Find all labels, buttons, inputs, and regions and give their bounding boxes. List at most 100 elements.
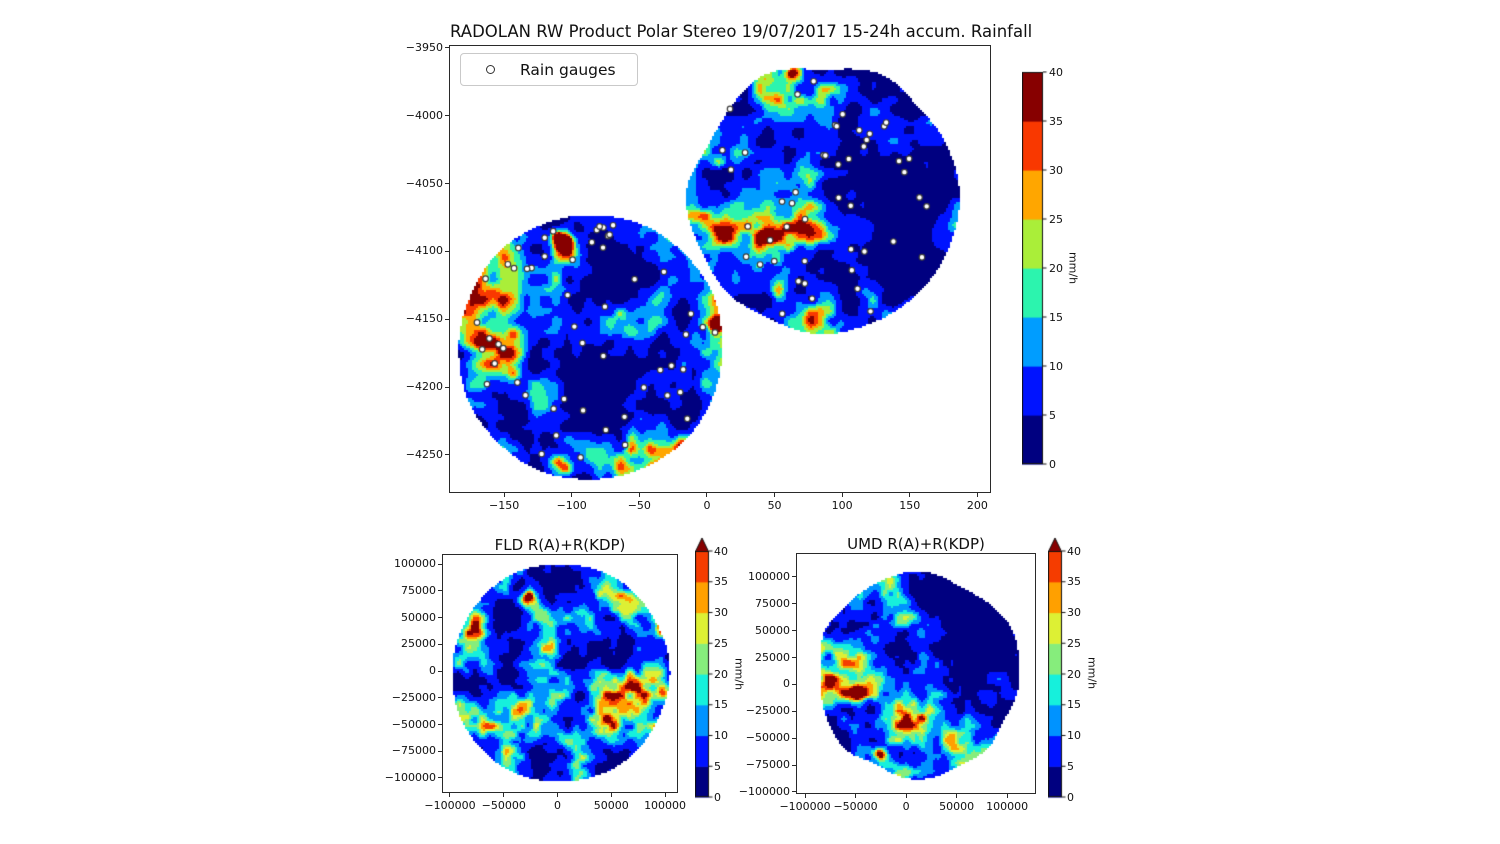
x-tick-label: 150 <box>899 499 921 512</box>
y-tick-label: 75000 <box>401 583 436 597</box>
y-tick-mark <box>792 630 796 632</box>
umd-radar-field-canvas <box>797 554 1035 793</box>
colorbar-tick-label: 10 <box>1049 359 1063 373</box>
y-tick-mark <box>438 777 442 779</box>
radar-field-canvas <box>450 46 990 492</box>
colorbar-tick-label: 10 <box>1067 729 1081 742</box>
y-tick-label: −25000 <box>391 690 436 704</box>
x-tick-label: 0 <box>902 800 910 813</box>
y-tick-mark <box>438 563 442 565</box>
x-tick-mark <box>774 493 776 497</box>
y-tick-label: −4050 <box>405 176 443 190</box>
y-tick-label: 25000 <box>755 650 790 664</box>
y-tick-mark <box>792 683 796 685</box>
y-tick-mark <box>445 183 449 185</box>
x-tick-label: −50000 <box>833 800 878 813</box>
colorbar-tick-label: 25 <box>714 636 728 650</box>
colorbar-tick-label: 40 <box>1067 544 1081 558</box>
x-tick-mark <box>503 493 505 497</box>
y-tick-mark <box>438 643 442 645</box>
x-tick-mark <box>449 793 451 797</box>
main-colorbar-unit: mm/h <box>1066 251 1080 285</box>
x-tick-mark <box>664 793 666 797</box>
y-tick-mark <box>792 737 796 739</box>
y-tick-mark <box>792 603 796 605</box>
y-tick-label: 100000 <box>748 569 790 583</box>
umd-axes <box>796 553 1036 794</box>
y-tick-label: −50000 <box>391 717 436 731</box>
y-tick-mark <box>445 115 449 117</box>
y-tick-label: −25000 <box>745 704 790 718</box>
y-tick-mark <box>438 590 442 592</box>
x-tick-label: 0 <box>703 499 711 512</box>
colorbar-tick-label: 5 <box>1049 408 1056 422</box>
y-tick-label: 50000 <box>755 623 790 637</box>
y-tick-label: −50000 <box>745 731 790 745</box>
colorbar-tick-label: 20 <box>1067 667 1081 681</box>
colorbar-tick-label: 15 <box>1049 310 1063 324</box>
x-tick-mark <box>503 793 505 797</box>
x-tick-label: 100000 <box>986 800 1029 813</box>
x-tick-label: −100 <box>556 499 587 512</box>
y-tick-label: 0 <box>783 677 790 691</box>
colorbar-tick-label: 35 <box>714 575 728 589</box>
colorbar-tick-label: 35 <box>1067 575 1081 589</box>
y-tick-mark <box>792 710 796 712</box>
x-tick-mark <box>1006 794 1008 798</box>
colorbar-tick-label: 5 <box>1067 759 1074 773</box>
y-tick-mark <box>792 791 796 793</box>
colorbar-tick-label: 0 <box>714 790 721 804</box>
umd-colorbar-unit: mm/h <box>1085 656 1099 690</box>
y-tick-mark <box>438 750 442 752</box>
colorbar-tick-label: 0 <box>1049 457 1056 471</box>
fld-radar-field-canvas <box>443 555 677 792</box>
y-tick-label: −75000 <box>391 744 436 758</box>
x-tick-mark <box>804 794 806 798</box>
colorbar-tick-label: 15 <box>714 698 728 712</box>
main-axes: Rain gauges <box>449 45 991 493</box>
legend-label: Rain gauges <box>520 60 616 79</box>
colorbar-tick-label: 25 <box>1049 212 1063 226</box>
colorbar-tick-label: 30 <box>714 606 728 619</box>
fld-chart-title: FLD R(A)+R(KDP) <box>494 536 626 554</box>
main-colorbar <box>1022 71 1049 466</box>
x-tick-label: 50 <box>767 499 782 512</box>
colorbar-tick-label: 40 <box>714 544 728 558</box>
y-tick-mark <box>445 454 449 456</box>
colorbar-tick-label: 30 <box>1067 606 1081 619</box>
x-tick-mark <box>905 794 907 798</box>
y-tick-label: −3950 <box>405 40 443 54</box>
y-tick-mark <box>445 386 449 388</box>
x-tick-label: 200 <box>966 499 988 512</box>
y-tick-label: −4250 <box>405 447 443 461</box>
y-tick-label: 25000 <box>401 637 436 651</box>
y-tick-label: 50000 <box>401 610 436 624</box>
y-tick-label: −100000 <box>384 770 436 784</box>
y-tick-label: −4100 <box>405 244 443 258</box>
y-tick-label: −75000 <box>745 758 790 772</box>
x-tick-mark <box>706 493 708 497</box>
colorbar-tick-label: 40 <box>1049 65 1063 79</box>
y-tick-mark <box>445 47 449 49</box>
y-tick-mark <box>792 764 796 766</box>
fld-axes <box>442 554 678 793</box>
main-chart-title: RADOLAN RW Product Polar Stereo 19/07/20… <box>450 22 1033 41</box>
umd-chart-title: UMD R(A)+R(KDP) <box>847 535 985 553</box>
y-tick-label: 75000 <box>755 596 790 610</box>
colorbar-tick-label: 0 <box>1067 790 1074 804</box>
x-tick-mark <box>855 794 857 798</box>
x-tick-label: 50000 <box>939 800 975 813</box>
x-tick-label: −50000 <box>481 799 526 812</box>
x-tick-mark <box>638 493 640 497</box>
x-tick-mark <box>841 493 843 497</box>
x-tick-mark <box>571 493 573 497</box>
colorbar-tick-label: 35 <box>1049 114 1063 128</box>
x-tick-label: 100 <box>831 499 853 512</box>
colorbar-tick-label: 20 <box>714 667 728 681</box>
y-tick-label: −4150 <box>405 312 443 326</box>
y-tick-mark <box>445 318 449 320</box>
x-tick-mark <box>976 493 978 497</box>
umd-colorbar <box>1048 537 1068 799</box>
y-tick-mark <box>792 576 796 578</box>
